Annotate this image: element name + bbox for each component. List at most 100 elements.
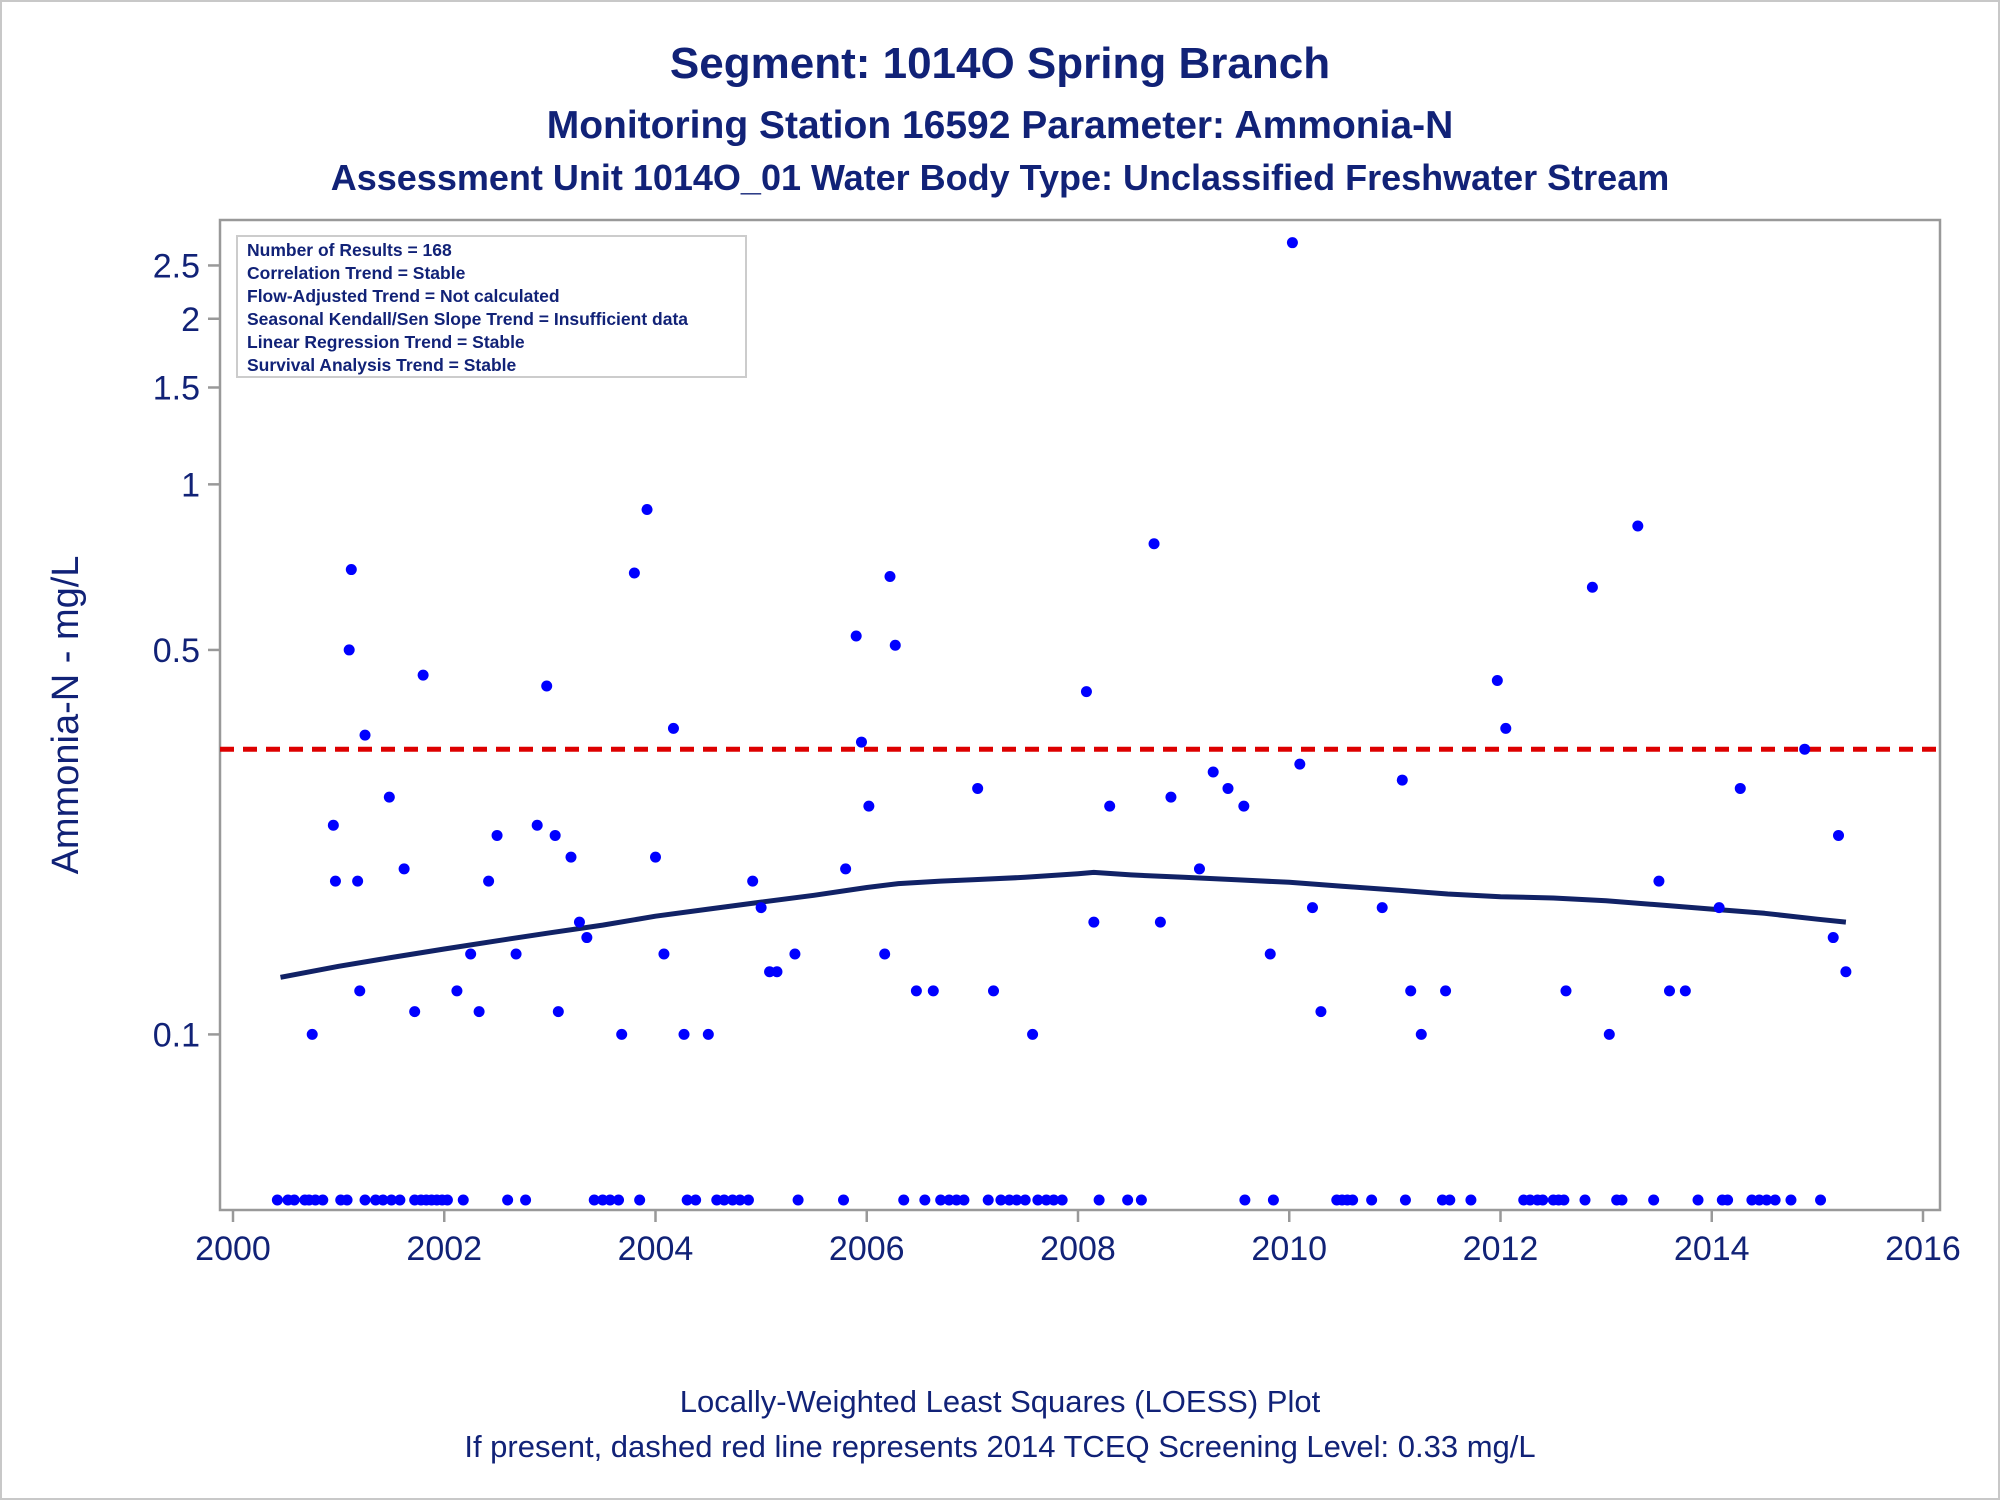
data-point	[1603, 1028, 1615, 1040]
loess-line	[280, 869, 1847, 980]
info-box-line-1: Number of Results = 168	[247, 240, 452, 260]
x-tick-label: 2000	[195, 1230, 271, 1268]
data-point-below-detection	[1692, 1194, 1704, 1206]
data-point-below-detection	[317, 1194, 329, 1206]
data-point	[359, 729, 371, 741]
data-point-below-detection	[634, 1194, 646, 1206]
data-point-below-detection	[271, 1194, 283, 1206]
data-point	[1264, 948, 1276, 960]
data-point	[628, 567, 640, 579]
data-point	[667, 722, 679, 734]
data-point	[972, 782, 984, 794]
data-point	[1405, 985, 1417, 997]
data-point-below-detection	[1579, 1194, 1591, 1206]
y-tick-label: 2	[181, 301, 200, 339]
data-point	[510, 948, 522, 960]
data-point-below-detection	[681, 1194, 693, 1206]
y-axis-label: Ammonia-N - mg/L	[45, 556, 87, 875]
data-point	[1080, 686, 1092, 698]
data-point	[343, 644, 355, 656]
data-point	[616, 1028, 628, 1040]
data-point	[1193, 863, 1205, 875]
data-point-below-detection	[1019, 1194, 1031, 1206]
x-tick-label: 2008	[1040, 1230, 1116, 1268]
data-point	[879, 948, 891, 960]
data-point-below-detection	[394, 1194, 406, 1206]
data-point	[863, 800, 875, 812]
data-point-below-detection	[1785, 1194, 1797, 1206]
data-point	[771, 966, 783, 978]
x-tick-label: 2012	[1463, 1230, 1539, 1268]
data-point	[850, 630, 862, 642]
data-point-below-detection	[588, 1194, 600, 1206]
data-point-below-detection	[1465, 1194, 1477, 1206]
plot-area	[218, 218, 1942, 1212]
data-point-below-detection	[1032, 1194, 1044, 1206]
data-point-below-detection	[690, 1194, 702, 1206]
data-point	[417, 669, 429, 681]
info-box-line-2: Correlation Trend = Stable	[247, 263, 466, 283]
data-point	[552, 1006, 564, 1018]
footnote-1: Locally-Weighted Least Squares (LOESS) P…	[680, 1384, 1321, 1419]
x-axis: 2000 2002 2004 2006 2008 2010 2012 2014 2016	[195, 1210, 1961, 1268]
data-point-below-detection	[1769, 1194, 1781, 1206]
data-point	[531, 819, 543, 831]
data-point-below-detection	[385, 1194, 397, 1206]
data-point	[1148, 538, 1160, 550]
data-point-below-detection	[982, 1194, 994, 1206]
data-point	[398, 863, 410, 875]
x-tick-label: 2002	[406, 1230, 482, 1268]
x-tick-label: 2014	[1674, 1230, 1750, 1268]
data-point	[565, 851, 577, 863]
x-tick-label: 2010	[1251, 1230, 1327, 1268]
data-point	[755, 902, 767, 914]
y-tick-label: 0.1	[153, 1016, 200, 1054]
data-point	[465, 948, 477, 960]
info-box-line-5: Linear Regression Trend = Stable	[247, 332, 525, 352]
data-point	[409, 1006, 421, 1018]
chart-subtitle-1: Monitoring Station 16592 Parameter: Ammo…	[547, 104, 1454, 147]
data-point-below-detection	[1347, 1194, 1359, 1206]
data-point-below-detection	[1135, 1194, 1147, 1206]
data-point	[1027, 1028, 1039, 1040]
data-point	[840, 863, 852, 875]
data-point	[1396, 774, 1408, 786]
data-point	[345, 564, 357, 576]
data-point-below-detection	[288, 1194, 300, 1206]
data-point	[1088, 916, 1100, 928]
data-point-below-detection	[341, 1194, 353, 1206]
data-point	[1306, 902, 1318, 914]
data-point	[789, 948, 801, 960]
data-point	[1679, 985, 1691, 997]
data-point	[1294, 758, 1306, 770]
data-point	[1586, 581, 1598, 593]
info-box-line-3: Flow-Adjusted Trend = Not calculated	[247, 286, 560, 306]
data-point-below-detection	[1537, 1194, 1549, 1206]
data-point	[473, 1006, 485, 1018]
data-point-below-detection	[613, 1194, 625, 1206]
data-point	[747, 875, 759, 887]
data-point	[1491, 674, 1503, 686]
data-point	[1664, 985, 1675, 997]
data-point-below-detection	[1616, 1194, 1628, 1206]
data-point	[1207, 766, 1219, 778]
data-point	[658, 948, 670, 960]
data-point	[491, 829, 503, 841]
data-point	[1440, 985, 1452, 997]
data-point	[541, 680, 553, 692]
data-point-below-detection	[1558, 1194, 1570, 1206]
data-point	[1286, 237, 1298, 249]
data-point-below-detection	[1011, 1194, 1023, 1206]
y-tick-label: 2.5	[153, 247, 200, 285]
info-box: Number of Results = 168 Correlation Tren…	[236, 235, 747, 378]
data-point-below-detection	[838, 1194, 850, 1206]
data-point-below-detection	[935, 1194, 947, 1206]
data-point	[327, 819, 339, 831]
data-point	[1154, 916, 1166, 928]
data-point	[1799, 743, 1811, 755]
data-point	[1104, 800, 1116, 812]
data-point-below-detection	[1239, 1194, 1251, 1206]
data-point	[549, 829, 561, 841]
data-point	[451, 985, 463, 997]
